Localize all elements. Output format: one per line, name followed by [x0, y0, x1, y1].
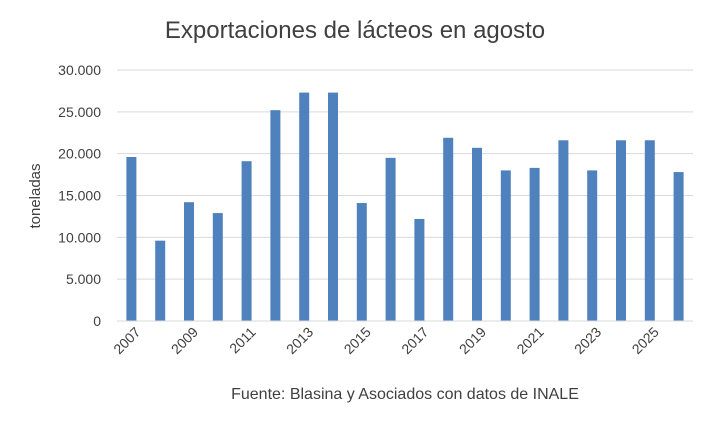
bar-2023	[587, 170, 598, 321]
x-tick-label: 2025	[629, 324, 662, 357]
bar-2008	[155, 240, 166, 321]
bar-2011	[241, 161, 252, 321]
bar-2013	[299, 92, 310, 321]
bar-2018	[443, 137, 454, 321]
gridlines	[117, 69, 693, 280]
bar-2022	[558, 140, 569, 321]
chart-title: Exportaciones de lácteos en agosto	[165, 17, 545, 44]
y-tick-label: 15.000	[58, 188, 101, 204]
bar-2014	[328, 92, 338, 321]
bar-2025	[644, 140, 655, 321]
y-axis-label: toneladas	[27, 163, 44, 228]
y-tick-label: 5.000	[66, 271, 101, 287]
bar-2017	[414, 218, 425, 321]
x-tick-label: 2017	[398, 324, 431, 357]
x-tick-label: 2007	[110, 324, 143, 357]
bar-2021	[529, 167, 540, 321]
x-tick-label: 2009	[168, 324, 201, 357]
bar-2026	[673, 172, 684, 321]
source-note: Fuente: Blasina y Asociados con datos de…	[231, 386, 579, 403]
x-tick-label: 2023	[571, 324, 604, 357]
bar-2024	[616, 140, 626, 321]
y-tick-label: 20.000	[58, 146, 101, 162]
x-tick-label: 2021	[513, 324, 546, 357]
bars	[126, 92, 684, 321]
y-tick-label: 0	[93, 313, 101, 329]
y-tick-label: 10.000	[58, 229, 101, 245]
y-tick-label: 30.000	[58, 62, 101, 78]
x-tick-label: 2019	[456, 324, 489, 357]
x-tick-label: 2015	[341, 324, 374, 357]
bar-2015	[356, 203, 367, 321]
y-tick-label: 25.000	[58, 104, 101, 120]
x-tick-label: 2011	[226, 324, 259, 357]
bar-2019	[472, 147, 482, 321]
x-tick-label: 2013	[283, 324, 316, 357]
bar-2020	[500, 170, 511, 321]
bar-2009	[184, 202, 194, 321]
bar-2010	[212, 213, 223, 321]
x-axis-ticks: 2007 2009 2011 2013 2015 2017 2019 2021 2023 2025	[110, 324, 662, 357]
y-axis-ticks: 0 5.000 10.000 15.000 20.000 25.000 30.000	[58, 62, 101, 329]
bar-2016	[385, 157, 396, 321]
bar-2012	[270, 110, 281, 321]
bar-2007	[126, 157, 137, 321]
